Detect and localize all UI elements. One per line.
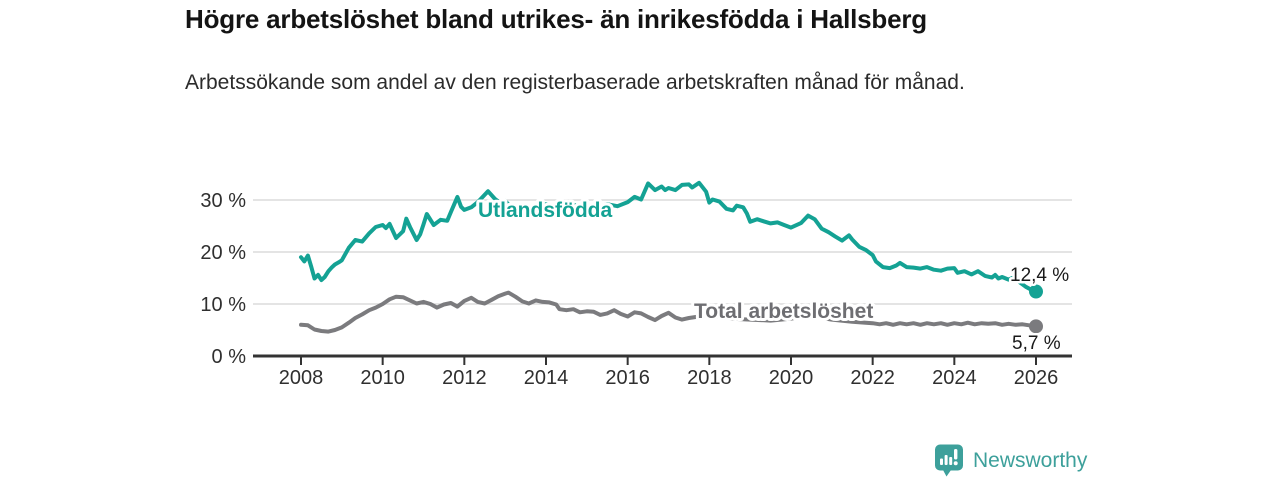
series-label-utlandsfodda: Utlandsfödda: [478, 199, 612, 222]
chart-subtitle: Arbetssökande som andel av den registerb…: [185, 71, 965, 94]
end-value-total-arbetsloshet: 5,7 %: [1012, 333, 1061, 354]
series-label-total-arbetsloshet: Total arbetslöshet: [694, 300, 873, 323]
header: Högre arbetslöshet bland utrikes- än inr…: [185, 4, 1245, 35]
x-tick-label: 2010: [360, 367, 405, 389]
newsworthy-wordmark: Newsworthy: [973, 448, 1088, 472]
series-line-total-arbetsloshet: [299, 290, 1038, 334]
x-tick-label: 2018: [687, 367, 732, 389]
x-tick-label: 2026: [1014, 367, 1059, 389]
y-tick-label: 10 %: [200, 294, 246, 316]
end-value-utlandsfodda: 12,4 %: [1010, 265, 1069, 286]
series-end-dot-total-arbetsloshet: [1028, 319, 1043, 334]
y-tick-label: 20 %: [200, 242, 246, 264]
series-line-utlandsfodda: [299, 180, 1038, 294]
x-tick-label: 2008: [279, 367, 324, 389]
newsworthy-logo[interactable]: Newsworthy: [934, 444, 1087, 477]
x-tick-label: 2014: [524, 367, 569, 389]
chart-title: Högre arbetslöshet bland utrikes- än inr…: [185, 4, 927, 34]
x-tick-label: 2016: [605, 367, 650, 389]
y-tick-label: 30 %: [200, 190, 246, 212]
y-tick-label: 0 %: [212, 346, 247, 368]
x-tick-label: 2012: [442, 367, 487, 389]
x-tick-label: 2024: [932, 367, 977, 389]
x-tick-label: 2022: [850, 367, 895, 389]
series-end-dot-utlandsfodda: [1028, 284, 1043, 299]
newsworthy-icon: [935, 444, 963, 477]
x-tick-label: 2020: [769, 367, 814, 389]
